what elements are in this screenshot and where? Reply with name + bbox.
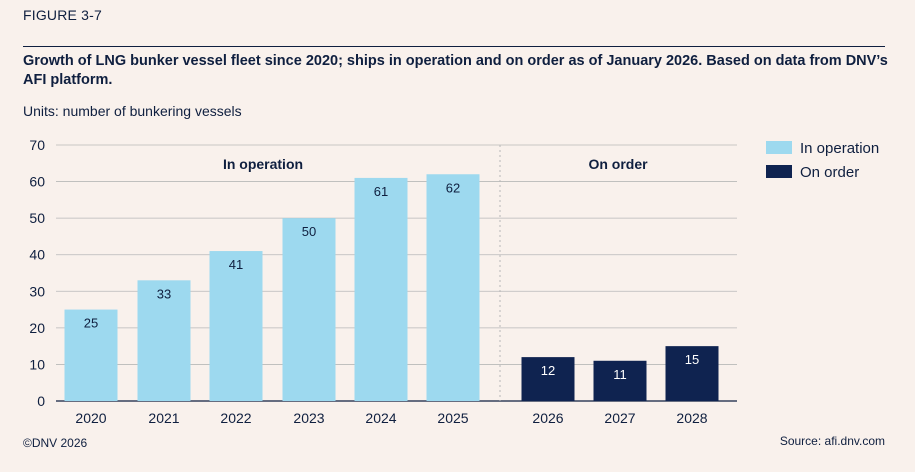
bar-value-label: 62 [446,180,460,195]
units-label: Units: number of bunkering vessels [23,103,242,119]
bar-2023 [282,218,336,401]
x-tick-label: 2026 [532,410,563,426]
y-tick-label: 40 [29,247,45,263]
bar-2025 [426,174,480,401]
y-axis-ticks: 0 10 20 30 40 50 60 70 [29,137,45,409]
legend-swatch [766,141,792,154]
chart-title: Growth of LNG bunker vessel fleet since … [23,53,888,88]
legend-swatch [766,165,792,178]
y-tick-label: 20 [29,320,45,336]
y-tick-label: 60 [29,174,45,190]
x-tick-label: 2022 [220,410,251,426]
x-tick-label: 2023 [293,410,324,426]
y-tick-label: 30 [29,283,45,299]
legend-label: In operation [800,140,879,157]
bar-value-label: 12 [541,363,555,378]
bar-value-label: 25 [84,316,98,331]
group-annotations: In operation On order [223,156,648,172]
source-note: Source: afi.dnv.com [779,434,885,448]
x-tick-label: 2028 [676,410,707,426]
bar-value-label: 11 [613,367,627,382]
figure-label: FIGURE 3-7 [23,7,103,23]
x-tick-label: 2024 [365,410,396,426]
group-label: In operation [223,156,303,172]
legend-label: On order [800,164,859,181]
bar-value-label: 33 [157,286,171,301]
copyright: ©DNV 2026 [23,436,88,450]
bar-2024 [354,177,408,401]
x-tick-label: 2020 [75,410,106,426]
x-tick-label: 2027 [604,410,635,426]
x-tick-label: 2021 [148,410,179,426]
header-divider [23,46,885,47]
bar-2027 [593,360,647,401]
x-axis-ticks: 2020 2021 2022 2023 2024 2025 2026 2027 2028 [75,410,707,426]
bar-value-label: 15 [685,352,699,367]
bar-2021 [137,280,191,401]
y-tick-label: 50 [29,210,45,226]
y-tick-label: 0 [37,393,45,409]
y-tick-label: 70 [29,137,45,153]
x-tick-label: 2025 [437,410,468,426]
bar-2028 [665,346,719,401]
bar-value-label: 61 [374,184,388,199]
legend: In operation On order [766,140,879,181]
group-label: On order [588,156,648,172]
bars: 25 33 41 50 61 62 12 11 15 [64,174,719,401]
bar-value-label: 50 [302,224,316,239]
bar-2026 [521,357,575,401]
bar-2020 [64,309,118,401]
bar-2022 [209,251,263,401]
bar-value-label: 41 [229,257,243,272]
y-tick-label: 10 [29,356,45,372]
